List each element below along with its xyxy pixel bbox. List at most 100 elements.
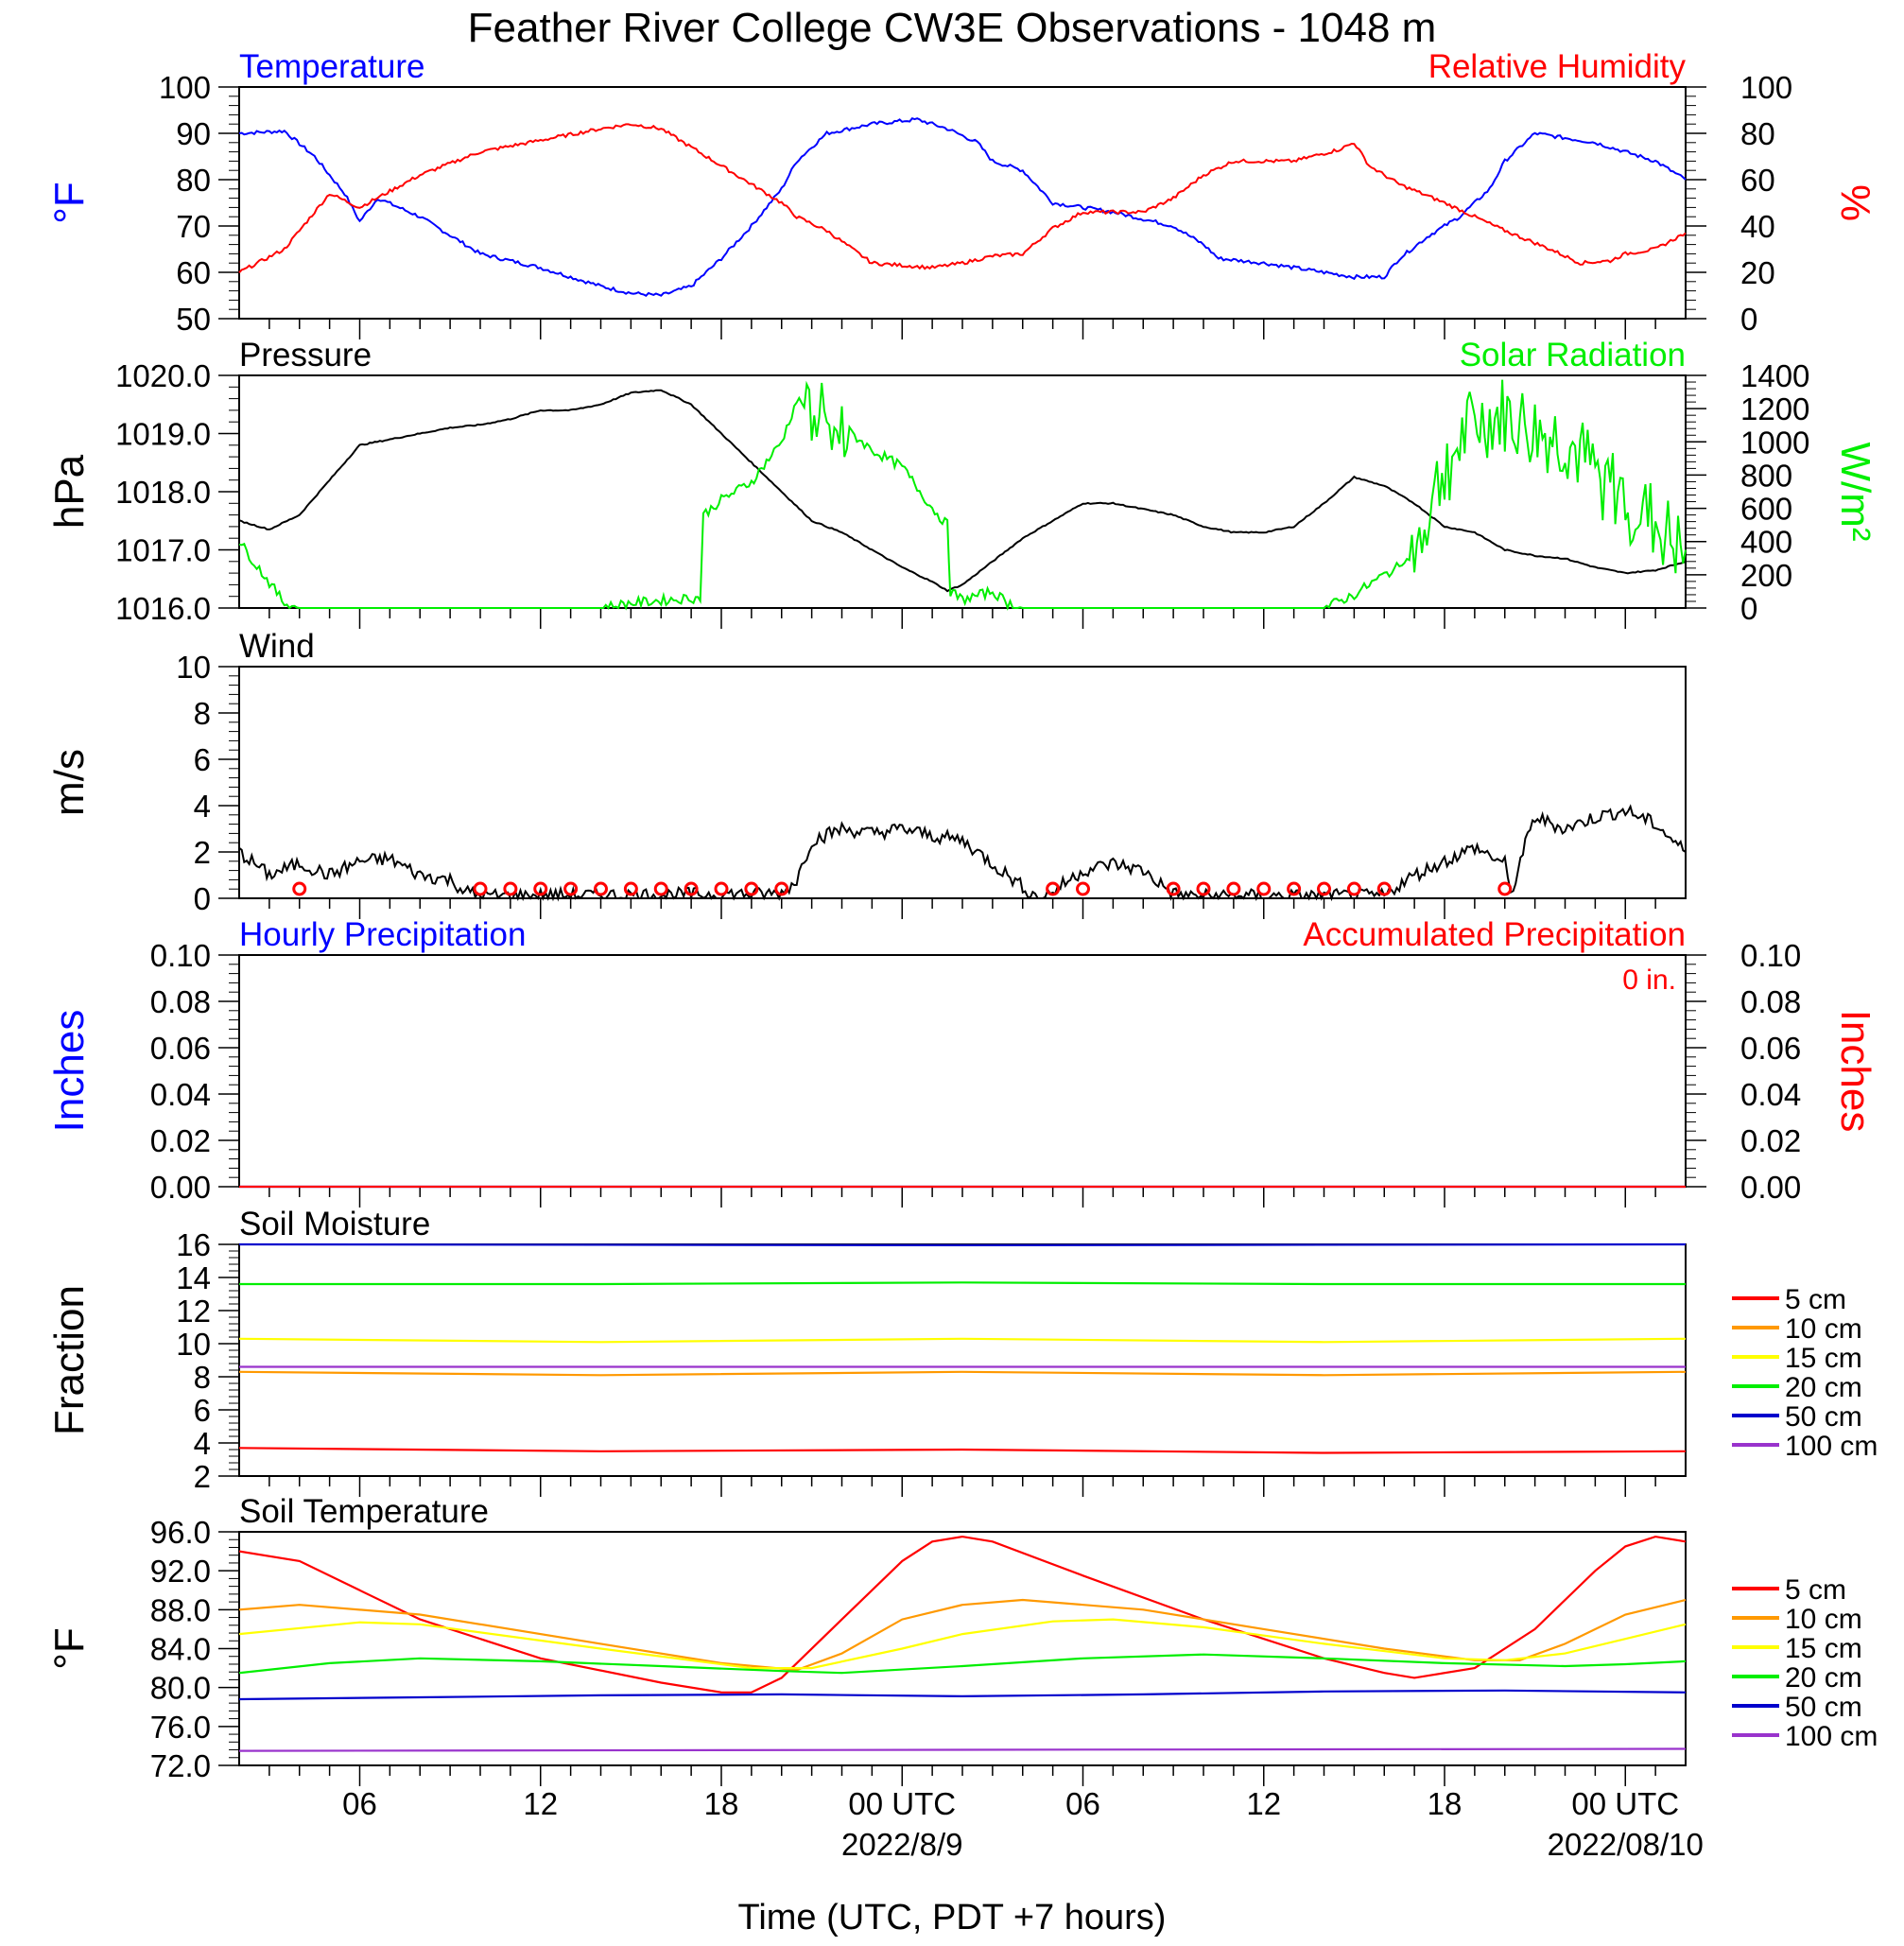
series-20-cm	[238, 1653, 1687, 1675]
wind-direction-marker	[1046, 881, 1061, 896]
series-5-cm	[238, 1447, 1687, 1454]
y-tick-label-left: 80.0	[150, 1671, 211, 1706]
wind-direction-marker	[533, 881, 548, 896]
panel-title-left: Hourly Precipitation	[239, 916, 526, 953]
legend-label: 15 cm	[1785, 1343, 1862, 1374]
panel-title-right: Accumulated Precipitation	[1303, 916, 1686, 953]
legend-label: 5 cm	[1785, 1574, 1846, 1606]
y-tick-label-left: 4	[194, 789, 211, 824]
y-tick-label-left: 16	[176, 1227, 211, 1262]
y-tick-label-right: 0.00	[1740, 1170, 1801, 1205]
x-tick-label: 06	[1065, 1786, 1100, 1821]
y-tick-label-left: 84.0	[150, 1632, 211, 1667]
y-tick-label-left: 90	[176, 116, 211, 151]
accumulated-total-label: 0 in.	[1622, 964, 1676, 996]
wind-direction-marker	[1196, 881, 1211, 896]
wind-direction-marker	[1287, 881, 1302, 896]
y-tick-label-right: 40	[1740, 209, 1775, 244]
y-tick-label-left: 14	[176, 1260, 211, 1295]
y-tick-label-left: 4	[194, 1426, 211, 1461]
wind-direction-marker	[1256, 881, 1272, 896]
y-tick-label-right: 0.06	[1740, 1031, 1801, 1066]
series-pressure	[238, 389, 1687, 593]
y-tick-label-left: 2	[194, 835, 211, 870]
series-10-cm	[238, 1370, 1687, 1377]
y-tick-label-left: 70	[176, 209, 211, 244]
legend-label: 5 cm	[1785, 1284, 1846, 1315]
wind-direction-marker	[744, 881, 759, 896]
panel-wind: 10 8 6 4 2 0 Wind m/s	[46, 628, 1687, 919]
y-tick-label-left: 0.10	[150, 938, 211, 973]
y-tick-label-right: 1400	[1740, 358, 1809, 393]
legend-label: 100 cm	[1785, 1431, 1878, 1462]
wind-direction-marker	[774, 881, 789, 896]
x-tick-label: 18	[1428, 1786, 1463, 1821]
y-tick-label-left: 60	[176, 255, 211, 290]
legend-label: 50 cm	[1785, 1401, 1862, 1433]
panel-frame	[238, 86, 1687, 320]
wind-direction-marker	[473, 881, 488, 896]
legend-label: 50 cm	[1785, 1692, 1862, 1723]
wind-direction-marker	[714, 881, 729, 896]
y-tick-label-left: 0.00	[150, 1170, 211, 1205]
wind-direction-marker	[1317, 881, 1331, 896]
panel-temp: 100 90 80 70 60 50 100 80 60 40 20 0 Temperature Rela…	[46, 48, 1878, 339]
y-axis-unit-right: W/m²	[1832, 442, 1878, 541]
series-solar-radiation	[238, 379, 1687, 611]
wind-direction-marker	[292, 881, 307, 896]
y-tick-label-left: 1016.0	[115, 591, 211, 626]
legend-label: 15 cm	[1785, 1633, 1862, 1664]
y-tick-label-left: 8	[194, 696, 211, 731]
y-axis-unit-right: %	[1832, 184, 1878, 221]
legend-label: 20 cm	[1785, 1372, 1862, 1403]
y-tick-label-right: 200	[1740, 558, 1792, 593]
series-20-cm	[239, 1281, 1686, 1286]
y-axis-unit-left: Fraction	[46, 1285, 93, 1435]
wind-direction-marker	[1497, 881, 1513, 896]
y-tick-label-left: 6	[194, 742, 211, 777]
panel-title-left: Soil Moisture	[239, 1206, 430, 1242]
wind-direction-marker	[684, 881, 699, 896]
wind-direction-marker	[1226, 881, 1241, 896]
y-tick-label-right: 0.04	[1740, 1077, 1801, 1112]
wind-direction-marker	[1166, 881, 1181, 896]
y-tick-label-right: 0	[1740, 302, 1757, 337]
wind-direction-marker	[1076, 881, 1090, 896]
x-date-label: 2022/08/10	[1548, 1827, 1704, 1862]
y-axis-unit-left: Inches	[46, 1010, 93, 1133]
y-tick-label-right: 0	[1740, 591, 1757, 626]
y-tick-label-left: 50	[176, 302, 211, 337]
series-relative-humidity	[238, 123, 1687, 274]
x-date-label: 2022/8/9	[841, 1827, 962, 1862]
series-15-cm	[238, 1618, 1687, 1670]
y-tick-label-left: 6	[194, 1393, 211, 1428]
y-tick-label-left: 1019.0	[115, 417, 211, 452]
panel-precip: 0.10 0.08 0.06 0.04 0.02 0.00 0.10 0.08 0.06 0.04…	[46, 916, 1878, 1208]
panel-frame	[238, 666, 1687, 899]
y-tick-label-right: 800	[1740, 458, 1792, 493]
x-tick-label: 06	[342, 1786, 377, 1821]
y-tick-label-left: 92.0	[150, 1554, 211, 1589]
y-axis-unit-right: Inches	[1832, 1010, 1878, 1133]
series-wind-speed	[238, 804, 1687, 902]
y-tick-label-right: 0.08	[1740, 984, 1801, 1019]
y-tick-label-left: 76.0	[150, 1710, 211, 1745]
y-tick-label-right: 1000	[1740, 425, 1809, 460]
y-tick-label-left: 1018.0	[115, 475, 211, 510]
y-axis-unit-left: °F	[46, 1627, 93, 1669]
y-tick-label-left: 1017.0	[115, 533, 211, 568]
panel-title-left: Temperature	[239, 48, 424, 85]
legend-label: 10 cm	[1785, 1604, 1862, 1635]
y-tick-label-left: 100	[159, 70, 211, 105]
wind-direction-marker	[594, 881, 608, 896]
y-tick-label-left: 96.0	[150, 1515, 211, 1550]
y-tick-label-left: 10	[176, 1327, 211, 1362]
y-tick-label-right: 20	[1740, 255, 1775, 290]
series-temperature	[238, 117, 1687, 298]
panel-title-left: Soil Temperature	[239, 1493, 489, 1530]
panel-frame	[238, 1531, 1687, 1766]
series-15-cm	[238, 1337, 1687, 1344]
y-axis-unit-left: °F	[46, 182, 93, 223]
